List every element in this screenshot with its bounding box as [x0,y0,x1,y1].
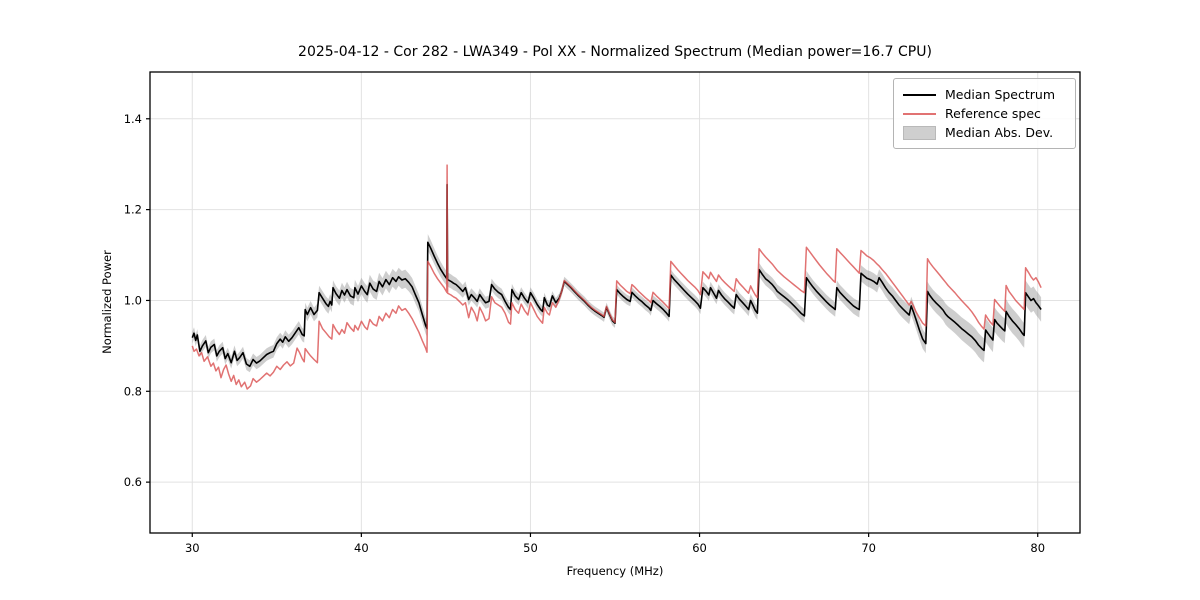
y-tick-label: 1.4 [124,112,142,126]
x-tick-label: 30 [185,541,200,555]
chart-legend: Median Spectrum Reference spec Median Ab… [893,78,1076,149]
y-axis-label: Normalized Power [100,250,114,354]
median-abs-dev-patch-swatch [903,125,936,140]
legend-item-median-spectrum: Median Spectrum [903,85,1065,104]
y-tick-label: 0.6 [124,475,142,489]
legend-item-median-abs-dev: Median Abs. Dev. [903,123,1065,142]
legend-label-reference-spec: Reference spec [945,106,1041,121]
legend-item-reference-spec: Reference spec [903,104,1065,123]
x-tick-label: 60 [692,541,707,555]
axes-spines [149,71,1081,534]
y-tick-label: 0.8 [124,384,142,398]
x-tick-label: 50 [523,541,538,555]
y-tick-label: 1.2 [124,203,142,217]
x-tick-label: 80 [1030,541,1045,555]
median-spectrum-line [191,183,1042,368]
x-tick-label: 40 [354,541,369,555]
x-tick-label: 70 [861,541,876,555]
reference-spec-line [191,164,1042,390]
y-tick-label: 1.0 [124,293,142,307]
legend-label-median-abs-dev: Median Abs. Dev. [945,125,1054,140]
chart-title: 2025-04-12 - Cor 282 - LWA349 - Pol XX -… [298,44,932,60]
reference-spec-line-swatch [903,112,936,115]
median-spectrum-line-swatch [903,93,936,96]
x-axis-label: Frequency (MHz) [566,564,664,578]
legend-label-median-spectrum: Median Spectrum [945,87,1056,102]
